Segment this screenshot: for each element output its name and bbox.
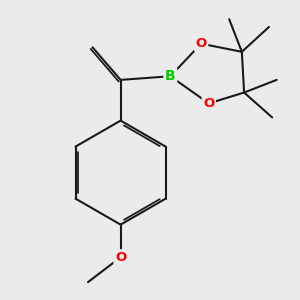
Text: O: O <box>115 251 126 264</box>
Text: O: O <box>196 37 207 50</box>
Text: B: B <box>165 69 176 83</box>
Text: O: O <box>203 97 214 110</box>
